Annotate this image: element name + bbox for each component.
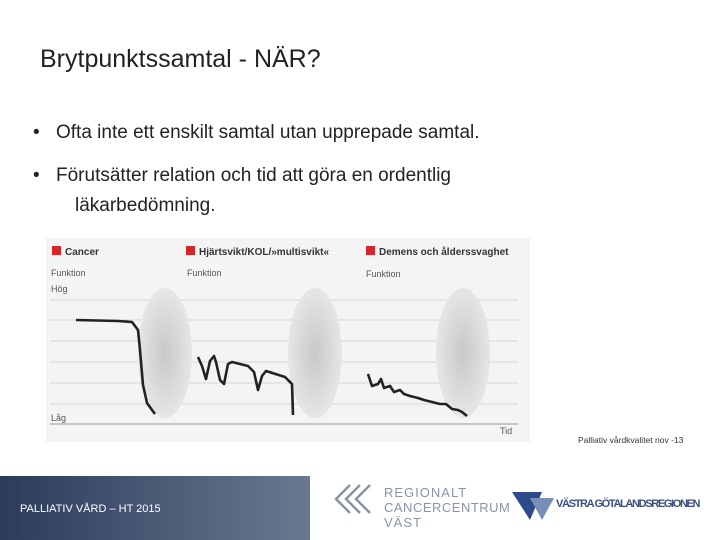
legend-square (366, 246, 375, 255)
logo-text: REGIONALT (384, 485, 467, 500)
footer-course: PALLIATIV VÅRD – HT 2015 (20, 502, 161, 515)
logo-text: VÄSTRA GÖTALANDSREGIONEN (556, 497, 701, 510)
phase-oval (288, 288, 342, 418)
bullet-marker: • (33, 122, 40, 143)
trajectory-curve (75, 318, 157, 415)
bullet-text: Förutsätter relation och tid att göra en… (56, 165, 451, 186)
trajectory-curve (196, 354, 295, 416)
panel-title: Hjärtsvikt/KOL/»multisvikt« (199, 247, 329, 258)
logo-vgr: VÄSTRA GÖTALANDSREGIONEN (512, 492, 701, 520)
axis-label: Funktion (366, 269, 401, 279)
logo-text: VÄST (384, 515, 422, 530)
logo-rcc: REGIONALT CANCERCENTRUM VÄST (334, 484, 510, 530)
slide-title: Brytpunktssamtal - NÄR? (40, 45, 321, 73)
phase-oval (436, 288, 490, 418)
axis-low-label: Låg (51, 413, 66, 423)
axis-x-label: Tid (500, 426, 512, 436)
axis-label: Funktion (51, 268, 86, 278)
trajectory-curve (366, 373, 468, 418)
footer-bar (0, 476, 310, 540)
source-note: Palliativ vårdkvalitet nov -13 (578, 435, 684, 445)
bullet-text: läkarbedömning. (75, 195, 215, 216)
bullet-marker: • (33, 165, 40, 186)
panel-title: Cancer (65, 247, 99, 258)
phase-oval (138, 288, 192, 418)
legend-square (186, 246, 195, 255)
axis-label: Funktion (187, 268, 222, 278)
panel-title: Demens och ålderssvaghet (379, 246, 509, 258)
bullet-text: Ofta inte ett enskilt samtal utan upprep… (56, 122, 480, 143)
trajectory-figure: Cancer Hjärtsvikt/KOL/»multisvikt« Demen… (46, 238, 530, 442)
axis-high-label: Hög (51, 284, 68, 294)
legend-square (52, 246, 61, 255)
logo-text: CANCERCENTRUM (384, 500, 510, 515)
